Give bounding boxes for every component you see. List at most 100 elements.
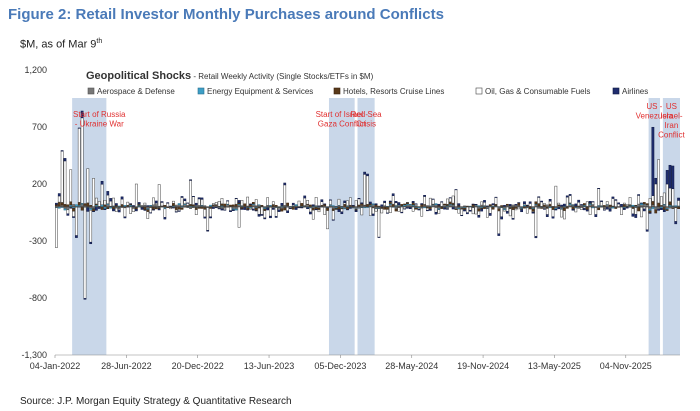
bar-w36-s3 [157,184,161,207]
bar-w178-s4 [563,203,566,207]
bar-w37-s4 [160,201,164,203]
bar-w70-s2 [254,207,258,211]
bar-w144-s4 [466,212,469,215]
annotation-line: Venezuela [636,112,674,121]
bar-w52-s4 [203,216,207,219]
bar-w138-s2 [448,201,452,205]
bar-w109-s4 [366,173,369,177]
bar-w36-s4 [157,208,161,211]
bar-w121-s4 [400,211,404,214]
bar-w49-s2 [194,207,198,210]
bar-w213-s2 [662,206,666,211]
bar-w31-s3 [143,202,147,206]
bar-w97-s2 [331,208,335,212]
bar-w168-s3 [534,206,538,237]
bar-w68-s3 [249,208,252,210]
bar-w167-s2 [531,208,535,212]
bar-w97-s3 [331,210,335,221]
bar-w197-s4 [617,202,621,205]
bar-w10-s4 [83,298,87,300]
bar-w54-s4 [209,216,212,219]
bar-w149-s4 [480,208,484,212]
x-tick-label: 28-Jun-2022 [101,361,152,371]
bar-w131-s4 [428,209,432,211]
bar-w184-s4 [580,204,583,206]
bar-w34-s2 [152,207,155,210]
bar-w81-s3 [286,206,289,212]
shaded-periods [72,98,680,355]
bar-w138-s3 [448,197,452,203]
bar-w200-s4 [625,207,629,209]
annotation-1: Start of Israel -Gaza Conflict [316,110,369,129]
bar-w218-s4 [677,197,680,201]
bar-w216-s4 [671,165,675,190]
bar-w73-s4 [263,217,267,220]
bar-w14-s4 [95,206,98,211]
bar-w117-s3 [388,206,392,214]
bar-w161-s3 [514,208,518,211]
bar-w179-s4 [565,195,569,198]
bar-w177-s3 [560,209,563,218]
bar-w62-s4 [231,209,235,211]
bar-w199-s4 [622,208,626,210]
bar-w59-s2 [223,203,227,207]
bar-w114-s3 [380,208,384,214]
bar-w14-s3 [95,197,98,205]
bar-w204-s4 [637,194,640,196]
bar-w212-s4 [660,208,663,210]
bar-w186-s3 [585,201,589,207]
bar-w80-s3 [283,184,287,206]
bar-w202-s3 [631,208,635,215]
bar-w182-s3 [574,207,578,213]
bar-w73-s2 [263,208,267,211]
bar-w116-s2 [386,206,389,210]
bar-w103-s4 [348,207,352,209]
bar-w111-s3 [371,207,375,215]
bar-w107-s4 [360,202,364,204]
bar-w49-s3 [194,209,198,215]
bar-w102-s2 [346,206,349,210]
bar-w72-s2 [260,205,264,207]
bar-w24-s4 [123,216,127,219]
bar-w31-s2 [143,206,147,211]
bar-w21-s4 [114,203,118,206]
y-axis: 1,200 700 200 -300 -800 -1,300 [21,65,47,360]
bar-w9-s2 [80,206,84,211]
bar-w67-s3 [246,196,250,207]
bar-w188-s3 [591,201,595,205]
bar-w146-s3 [471,207,475,215]
bar-w95-s2 [326,207,329,211]
bar-w174-s3 [551,209,555,217]
bar-w84-s4 [294,207,298,210]
bar-w11-s4 [86,207,90,212]
bar-w191-s3 [600,201,603,206]
annotation-line: Iran [665,121,679,130]
bar-w6-s3 [72,211,75,217]
bar-w158-s4 [505,211,509,214]
bar-w146-s2 [471,204,475,207]
bar-w111-s1 [371,203,375,205]
bar-w158-s2 [505,203,509,206]
bar-w63-s3 [234,198,238,205]
bar-w128-s4 [420,203,424,205]
bar-w131-s3 [428,197,432,207]
bar-w11-s3 [86,168,90,204]
bar-w155-s3 [497,210,501,235]
bar-w166-s3 [528,203,532,207]
bar-w169-s4 [537,196,541,198]
bar-w8-s3 [77,127,81,203]
bar-w118-s2 [391,203,395,208]
bar-w76-s3 [271,201,275,205]
bar-w189-s4 [594,214,598,217]
bar-w212-s3 [660,196,663,206]
bar-w135-s2 [440,207,444,209]
bar-w150-s4 [483,200,486,203]
bar-w3-s3 [63,160,67,205]
bar-w136-s4 [443,207,446,210]
x-tick-label: 13-May-2025 [528,361,581,371]
bar-w38-s4 [163,217,167,220]
bar-w203-s3 [634,207,638,215]
bar-w153-s2 [491,207,495,210]
legend-label: Aerospace & Defense [97,87,175,96]
bar-w118-s3 [391,195,395,205]
